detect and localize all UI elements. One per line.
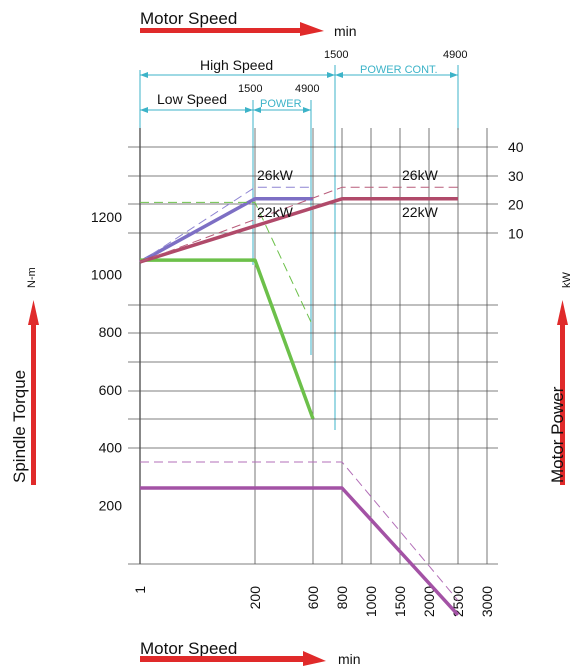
right-y-axis-title: Motor Power: [548, 386, 567, 483]
series-high-torque-30min: [140, 461, 459, 601]
range-brackets: [139, 65, 459, 430]
top-x-axis-title: Motor Speed: [140, 9, 237, 28]
x-tick-label: 800: [334, 586, 350, 610]
left-tick-label: 600: [99, 382, 123, 398]
bottom-x-axis-title: Motor Speed: [140, 639, 237, 658]
top-arrow: [140, 22, 324, 36]
high-speed-label: High Speed: [200, 57, 273, 73]
low-speed-end: 4900: [295, 83, 319, 95]
left-y-axis-title: Spindle Torque: [10, 370, 29, 483]
low-power-top-label: 26kW: [257, 167, 294, 183]
low-speed-label: Low Speed: [157, 91, 227, 107]
right-y-unit: kW: [561, 272, 573, 289]
high-power-bottom-label: 22kW: [402, 204, 439, 220]
left-tick-label: 200: [99, 497, 123, 513]
left-tick-labels: 200 400 600 800 1000 1200: [91, 209, 123, 513]
left-tick-label: 400: [99, 440, 123, 456]
x-tick-label: 2000: [421, 586, 437, 617]
x-tick-label: 1500: [392, 586, 408, 617]
x-tick-label: 600: [305, 586, 321, 610]
left-tick-label: 1000: [91, 267, 122, 283]
x-tick-labels: 1 200 600 800 1000 1500 2000 2500 3000: [132, 586, 495, 617]
top-x-unit: min: [334, 23, 357, 39]
left-y-unit: N-m: [26, 267, 38, 288]
series-layer: [139, 186, 460, 617]
bottom-arrow: [140, 651, 326, 666]
right-tick-label: 20: [508, 197, 524, 213]
right-axis-title-group: Motor Power kW: [548, 272, 573, 485]
range-arrowheads: [140, 72, 458, 113]
left-tick-label: 1200: [91, 209, 122, 225]
series-low-power-30min: [139, 186, 313, 263]
series-high-torque-cont: [140, 486, 460, 617]
right-tick-label: 40: [508, 139, 524, 155]
right-arrow: [557, 300, 568, 485]
x-tick-label: 3000: [479, 586, 495, 617]
series-high-power-30min: [139, 186, 458, 263]
low-speed-start: 1500: [238, 83, 262, 95]
right-tick-labels: 10 20 30 40: [508, 139, 524, 241]
high-speed-end: 4900: [443, 49, 467, 61]
left-arrow: [28, 300, 39, 485]
high-power-top-label: 26kW: [402, 167, 439, 183]
grid: [128, 128, 498, 565]
high-speed-start: 1500: [324, 49, 348, 61]
series-low-power-cont: [139, 197, 313, 264]
left-tick-label: 800: [99, 324, 123, 340]
x-tick-label: 1000: [363, 586, 379, 617]
x-tick-label: 200: [247, 586, 263, 610]
right-tick-label: 10: [508, 225, 524, 241]
bottom-x-unit: min: [338, 651, 361, 667]
left-axis-title-group: Spindle Torque N-m: [10, 267, 39, 485]
series-low-torque-cont: [140, 258, 315, 420]
right-tick-label: 30: [508, 168, 524, 184]
series-high-power-cont: [139, 197, 458, 264]
high-speed-sub: POWER CONT.: [360, 64, 438, 76]
low-speed-sub: POWER: [260, 98, 302, 110]
x-tick-label: 1: [132, 586, 148, 594]
low-power-bottom-label: 22kW: [257, 204, 294, 220]
series-low-torque-30min: [140, 201, 314, 327]
